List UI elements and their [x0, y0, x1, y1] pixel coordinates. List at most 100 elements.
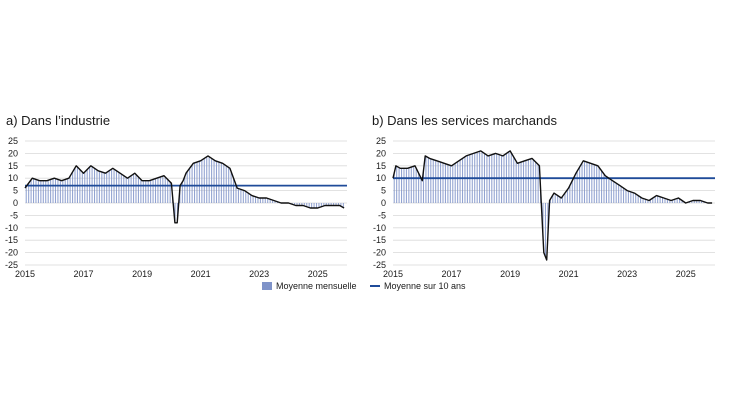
monthly-bar — [37, 180, 39, 203]
x-tick-label: 2025 — [676, 269, 696, 279]
monthly-bar — [164, 176, 166, 203]
y-tick-label: 20 — [376, 148, 386, 158]
monthly-bar — [154, 178, 157, 203]
monthly-bar — [537, 164, 539, 203]
monthly-bar — [676, 198, 678, 203]
monthly-bar — [125, 177, 127, 203]
monthly-bar — [581, 162, 583, 203]
monthly-bar — [579, 167, 581, 203]
y-tick-label: 15 — [8, 161, 18, 171]
x-tick-label: 2019 — [500, 269, 520, 279]
monthly-bar — [252, 195, 254, 203]
monthly-bar — [679, 198, 681, 203]
monthly-bar — [608, 178, 610, 203]
y-tick-label: 0 — [13, 198, 18, 208]
y-tick-label: 0 — [381, 198, 386, 208]
monthly-bar — [169, 181, 171, 203]
monthly-bar — [632, 192, 634, 203]
monthly-bar — [340, 203, 342, 207]
y-tick-label: -15 — [5, 235, 18, 245]
monthly-bar — [488, 155, 490, 203]
monthly-bar — [335, 203, 337, 206]
monthly-bar — [211, 158, 213, 203]
y-tick-label: 5 — [381, 186, 386, 196]
monthly-bar — [466, 155, 468, 203]
monthly-bar — [588, 162, 590, 203]
monthly-bar — [637, 195, 639, 203]
legend-line-swatch — [370, 285, 380, 287]
monthly-bar — [42, 180, 44, 203]
monthly-bar — [659, 196, 661, 203]
monthly-bar — [30, 179, 32, 203]
y-tick-label: 20 — [8, 148, 18, 158]
monthly-bar — [532, 159, 534, 203]
monthly-bar — [296, 203, 298, 206]
monthly-bar — [250, 194, 252, 203]
monthly-bar — [393, 173, 395, 203]
monthly-bar — [591, 163, 593, 203]
monthly-bar — [62, 180, 64, 203]
monthly-bar — [601, 170, 603, 203]
monthly-bar — [103, 172, 105, 203]
x-tick-label: 2023 — [249, 269, 269, 279]
monthly-bar — [564, 193, 566, 203]
monthly-bar — [33, 178, 35, 203]
monthly-bar — [64, 179, 66, 203]
monthly-bar — [308, 203, 310, 208]
monthly-bar — [662, 197, 664, 203]
monthly-bar — [57, 179, 59, 203]
monthly-bar — [605, 176, 607, 203]
monthly-bar — [430, 158, 432, 203]
y-tick-label: -10 — [5, 223, 18, 233]
monthly-bar — [464, 156, 466, 203]
monthly-bar — [586, 162, 588, 203]
y-tick-label: 10 — [8, 173, 18, 183]
monthly-bar — [133, 174, 135, 203]
monthly-bar — [28, 183, 30, 203]
monthly-bar — [501, 155, 503, 203]
monthly-bar — [449, 165, 451, 203]
monthly-bar — [576, 171, 578, 203]
monthly-bar — [447, 164, 449, 203]
monthly-bar — [123, 175, 125, 203]
monthly-bar — [530, 158, 532, 203]
monthly-bar — [194, 162, 196, 203]
monthly-bar — [218, 162, 220, 203]
monthly-bar — [257, 197, 259, 203]
monthly-bar — [515, 161, 517, 203]
monthly-bar — [50, 179, 52, 203]
monthly-bar — [520, 162, 522, 203]
monthly-bar — [81, 172, 83, 203]
monthly-bar — [145, 180, 147, 203]
monthly-bar — [120, 174, 122, 203]
monthly-bar — [230, 171, 232, 203]
monthly-bar — [674, 199, 676, 203]
monthly-bar — [454, 163, 456, 203]
y-tick-label: 25 — [376, 136, 386, 146]
monthly-bar — [598, 167, 600, 203]
monthly-bar — [649, 199, 651, 203]
legend-monthly-label: Moyenne mensuelle — [276, 281, 357, 291]
x-tick-label: 2015 — [383, 269, 403, 279]
monthly-bar — [647, 200, 649, 203]
x-tick-label: 2017 — [74, 269, 94, 279]
legend-average-label: Moyenne sur 10 ans — [384, 281, 466, 291]
monthly-bar — [625, 189, 627, 203]
monthly-bar — [479, 151, 481, 203]
monthly-bar — [72, 172, 74, 203]
y-tick-label: -25 — [5, 260, 18, 270]
y-tick-label: -25 — [373, 260, 386, 270]
monthly-bar — [54, 178, 57, 203]
monthly-bar — [432, 159, 434, 203]
monthly-bar — [640, 197, 642, 203]
y-tick-label: -5 — [378, 210, 386, 220]
monthly-bar — [698, 200, 700, 203]
monthly-bar — [174, 203, 176, 223]
monthly-bar — [269, 199, 271, 203]
monthly-bar — [425, 156, 427, 203]
monthly-bar — [242, 190, 244, 203]
monthly-bar — [610, 179, 612, 203]
monthly-bar — [583, 161, 586, 203]
